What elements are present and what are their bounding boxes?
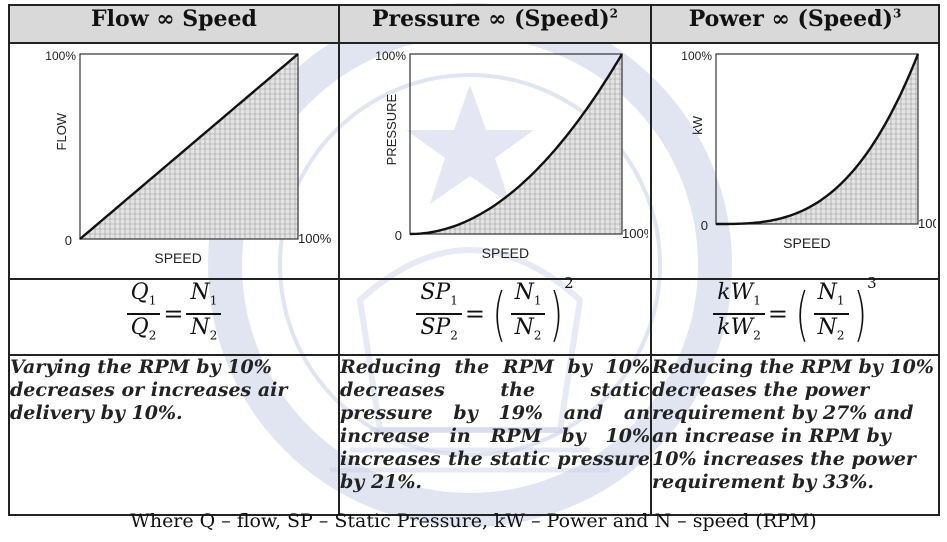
equals-sign: = (767, 300, 788, 329)
subscript: 1 (209, 293, 218, 308)
symbol: N (817, 315, 837, 341)
lhs-fraction-denominator: kW2 (713, 315, 765, 348)
y-axis-label: kW (690, 115, 705, 134)
header-flow: Flow ∞ Speed (8, 4, 340, 44)
flow-description: Varying the RPM by 10% decreases or incr… (8, 354, 340, 516)
x-tick-label-origin: 0 (395, 228, 402, 243)
description-row: Varying the RPM by 10% decreases or incr… (8, 354, 940, 516)
lhs-fraction-denominator: Q2 (127, 315, 161, 348)
pressure-description: Reducing the RPM by 10% decreases the st… (338, 354, 652, 516)
x-axis-label: SPEED (482, 245, 529, 261)
rhs-fraction-denominator: N2 (814, 315, 849, 348)
formula-row: Q1 Q2 = N1 N2 SP1 SP2 =(N1 N2)2 kW1 kW2 =(N1 N2)3 (8, 274, 940, 356)
plot-frame (715, 53, 919, 225)
left-paren: ( (795, 280, 810, 349)
exponent: 3 (867, 274, 877, 292)
right-paren: ) (550, 280, 564, 349)
shaded-grid-area (410, 54, 622, 234)
plot-frame (79, 53, 299, 240)
x-axis-label: SPEED (154, 250, 201, 266)
symbol: kW (717, 315, 754, 341)
right-paren: ) (853, 280, 867, 349)
flow-chart-cell: 100% 0 100% SPEED FLOW (8, 42, 340, 280)
subscript: 1 (450, 293, 458, 308)
lhs-fraction-numerator: SP1 (416, 280, 462, 316)
subscript: 1 (148, 293, 157, 308)
lhs-fraction: kW1 kW2 (713, 280, 765, 349)
symbol: SP (420, 280, 451, 305)
symbol: N (190, 315, 210, 341)
equals-sign: = (163, 300, 184, 329)
subscript: 2 (533, 328, 542, 343)
symbol: N (514, 315, 534, 341)
footnote: Where Q – flow, SP – Static Pressure, kW… (130, 510, 817, 532)
symbol: Q (130, 280, 149, 305)
rhs-fraction-numerator: N1 (186, 280, 222, 316)
subscript: 2 (450, 328, 458, 343)
equals-sign: = (464, 300, 485, 329)
rhs-group: N1 N2 (186, 280, 222, 349)
rhs-fraction-denominator: N2 (511, 315, 546, 348)
symbol: N (817, 280, 837, 305)
subscript: 1 (836, 293, 845, 308)
y-axis-label: FLOW (54, 112, 69, 150)
rhs-group: (N1 N2)2 (488, 274, 573, 349)
power-chart-cell: 100% 0 100% SPEED kW (650, 42, 940, 280)
symbol: Q (130, 315, 149, 341)
y-tick-label: 100% (375, 49, 406, 63)
chart-row: 100% 0 100% SPEED FLOW 100% 0 100% SPEED PRESSUR… (8, 42, 940, 280)
power-vs-speed-chart: 100% 0 100% SPEED kW (681, 49, 936, 251)
subscript: 2 (753, 328, 761, 343)
x-tick-label-max: 100% (298, 231, 332, 246)
pressure-chart-cell: 100% 0 100% SPEED PRESSURE (338, 42, 652, 280)
subscript: 1 (533, 293, 542, 308)
pressure-formula: SP1 SP2 =(N1 N2)2 (338, 274, 652, 356)
lhs-fraction: Q1 Q2 (126, 280, 161, 349)
subscript: 1 (753, 293, 761, 308)
x-tick-label-max: 100% (918, 216, 936, 231)
x-tick-label-origin: 0 (701, 218, 708, 233)
rhs-group: (N1 N2)3 (791, 274, 877, 349)
affinity-laws-table: Flow ∞ Speed Pressure ∞ (Speed)2 Power ∞… (8, 4, 940, 516)
exponent: 2 (564, 274, 574, 292)
shaded-grid-area (716, 54, 918, 224)
y-axis-label: PRESSURE (384, 94, 399, 166)
subscript: 2 (836, 328, 845, 343)
symbol: N (514, 280, 534, 305)
lhs-fraction: SP1 SP2 (416, 280, 462, 349)
rhs-fraction: N1 N2 (510, 280, 546, 349)
flow-vs-speed-chart: 100% 0 100% SPEED FLOW (45, 49, 332, 266)
header-row: Flow ∞ Speed Pressure ∞ (Speed)2 Power ∞… (8, 4, 940, 44)
plot-frame (409, 53, 623, 235)
symbol: kW (717, 280, 754, 305)
rhs-fraction-numerator: N1 (813, 280, 849, 316)
y-tick-label: 100% (45, 49, 76, 63)
x-tick-label-max: 100% (622, 226, 648, 241)
pressure-vs-speed-chart: 100% 0 100% SPEED PRESSURE (375, 49, 648, 261)
lhs-fraction-numerator: kW1 (713, 280, 765, 316)
x-axis-label: SPEED (783, 235, 830, 251)
x-tick-label-origin: 0 (65, 233, 72, 248)
lhs-fraction-numerator: Q1 (126, 280, 161, 316)
header-power: Power ∞ (Speed)3 (650, 4, 940, 44)
power-description: Reducing the RPM by 10% decreases the po… (650, 354, 940, 516)
symbol: N (190, 280, 210, 305)
symbol: SP (420, 315, 451, 341)
rhs-fraction-denominator: N2 (186, 315, 221, 348)
subscript: 2 (148, 328, 157, 343)
rhs-fraction-numerator: N1 (510, 280, 546, 316)
left-paren: ( (492, 280, 507, 349)
header-pressure: Pressure ∞ (Speed)2 (338, 4, 652, 44)
lhs-fraction-denominator: SP2 (416, 315, 462, 348)
flow-formula: Q1 Q2 = N1 N2 (8, 278, 340, 356)
power-formula: kW1 kW2 =(N1 N2)3 (650, 274, 940, 356)
subscript: 2 (209, 328, 218, 343)
rhs-fraction: N1 N2 (186, 280, 222, 349)
y-tick-label: 100% (681, 49, 712, 63)
rhs-fraction: N1 N2 (813, 280, 849, 349)
